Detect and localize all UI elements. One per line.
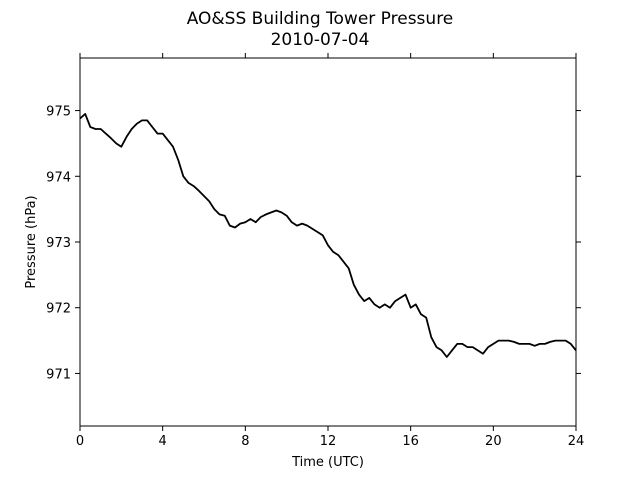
x-tick-label-2: 8 <box>241 434 249 449</box>
tick-labels: 0 4 8 12 16 20 24 971 972 973 974 975 <box>46 105 584 449</box>
chart-title: AO&SS Building Tower Pressure <box>187 9 454 29</box>
y-tick-label-2: 973 <box>46 236 71 251</box>
x-tick-label-6: 24 <box>568 434 585 449</box>
y-tick-label-1: 972 <box>46 302 71 317</box>
x-tick-label-1: 4 <box>159 434 167 449</box>
axis-ticks <box>75 53 581 431</box>
chart-subtitle: 2010-07-04 <box>271 30 370 50</box>
y-tick-label-4: 975 <box>46 105 71 120</box>
x-axis-label: Time (UTC) <box>291 455 364 470</box>
x-tick-label-4: 16 <box>402 434 419 449</box>
y-axis-label: Pressure (hPa) <box>24 195 39 288</box>
x-tick-label-3: 12 <box>320 434 337 449</box>
x-tick-label-5: 20 <box>485 434 502 449</box>
pressure-series-line <box>79 113 577 358</box>
y-tick-label-3: 974 <box>46 170 71 185</box>
plot-area-frame <box>79 57 577 427</box>
y-tick-label-0: 971 <box>46 367 71 382</box>
x-tick-label-0: 0 <box>76 434 84 449</box>
